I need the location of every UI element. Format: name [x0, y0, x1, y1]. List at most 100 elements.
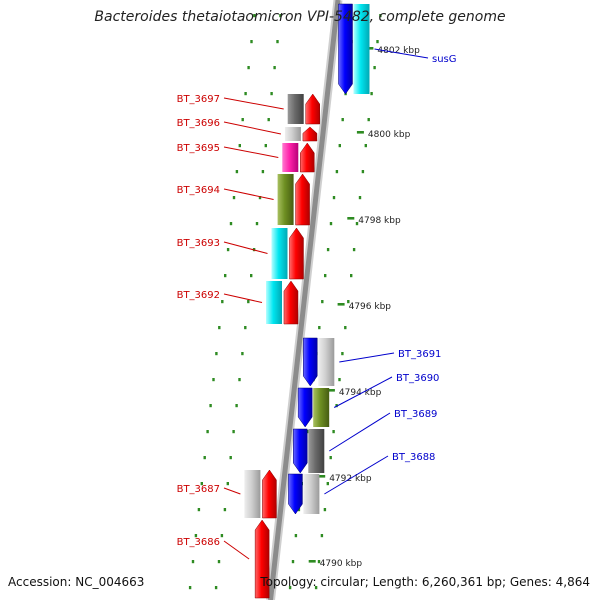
gene-label-plus[interactable]: BT_3689 [394, 409, 437, 420]
tick-mark [347, 300, 350, 304]
tick-mark [226, 248, 230, 252]
gene-arrow-plus[interactable] [338, 3, 353, 95]
tick-mark [258, 196, 262, 200]
scale-label: 4794 kbp [339, 388, 382, 398]
gene-arrow-minus[interactable] [254, 519, 270, 599]
scale-label: 4792 kbp [329, 474, 372, 484]
tick-mark [224, 274, 227, 278]
tick-mark [326, 248, 330, 252]
gene-arrows [254, 3, 353, 599]
tick-mark [253, 14, 256, 18]
cog-block [284, 127, 301, 141]
tick-mark [338, 144, 341, 148]
tick-mark [232, 196, 236, 200]
tick-mark [212, 378, 215, 382]
tick-mark [235, 170, 239, 174]
tick-mark [364, 144, 367, 148]
scale-tick [366, 47, 374, 50]
tick-mark [367, 118, 370, 122]
tick-mark [370, 92, 373, 96]
tick-mark [191, 560, 195, 564]
tick-mark [306, 430, 309, 434]
tick-mark [273, 66, 276, 70]
label-connector [223, 241, 268, 254]
cog-block [282, 143, 299, 172]
scale-tick [356, 131, 364, 134]
tick-mark [244, 92, 247, 96]
tick-mark [206, 430, 209, 434]
scale-label: 4790 kbp [320, 559, 363, 569]
gene-label-minus[interactable]: BT_3693 [177, 238, 220, 249]
label-connectors [223, 48, 429, 560]
gene-arrow-minus[interactable] [302, 126, 318, 142]
cog-block [271, 228, 288, 279]
tick-mark [321, 300, 324, 304]
tick-mark [318, 326, 321, 330]
gene-labels: BT_3697 BT_3696 BT_3695 BT_3694 BT_3693 BT_36… [177, 54, 457, 548]
gene-label-minus[interactable]: BT_3687 [177, 484, 220, 495]
tick-mark [244, 326, 247, 330]
genome-stats-text: Topology: circular; Length: 6,260,361 bp… [260, 575, 590, 589]
scale-label: 4800 kbp [368, 130, 411, 140]
gene-arrow-minus[interactable] [283, 280, 299, 325]
tick-mark [188, 586, 192, 590]
gene-label-minus[interactable]: BT_3696 [177, 118, 220, 129]
label-connector [223, 121, 282, 135]
tick-mark [255, 222, 259, 226]
gene-arrow-minus[interactable] [289, 227, 304, 280]
label-connector [333, 376, 393, 408]
tick-mark [373, 66, 376, 70]
tick-mark [332, 196, 336, 200]
tick-mark [238, 144, 241, 148]
gene-arrow-plus[interactable] [297, 387, 313, 428]
cog-block [303, 474, 320, 514]
gene-arrow-minus[interactable] [262, 469, 277, 519]
label-connector [324, 455, 389, 495]
gene-arrow-minus[interactable] [305, 93, 320, 125]
tick-mark [323, 508, 327, 512]
tick-mark [261, 170, 265, 174]
gene-label-minus[interactable]: BT_3695 [177, 143, 220, 154]
tick-mark [297, 508, 301, 512]
gene-label-minus[interactable]: BT_3697 [177, 94, 220, 105]
tick-mark [197, 508, 201, 512]
scale-tick [337, 303, 345, 306]
gene-label-plus[interactable]: BT_3690 [396, 373, 439, 384]
tick-mark [209, 404, 212, 408]
gene-label-plus[interactable]: susG [432, 54, 457, 65]
gene-label-minus[interactable]: BT_3686 [177, 537, 220, 548]
tick-mark [229, 456, 232, 460]
tick-mark [324, 274, 327, 278]
gene-label-minus[interactable]: BT_3692 [177, 290, 220, 301]
gene-arrow-minus[interactable] [300, 142, 315, 173]
tick-mark [203, 456, 206, 460]
cog-block [277, 174, 294, 225]
cog-block [287, 94, 304, 124]
scale-labels: 4802 kbp 4800 kbp 4798 kbp 4796 kbp 4794 kbp… [308, 46, 420, 569]
tick-mark [229, 222, 233, 226]
scale-tick [347, 217, 355, 220]
tick-mark [288, 586, 292, 590]
tick-mark [217, 560, 221, 564]
tick-mark [264, 144, 267, 148]
tick-mark [320, 534, 324, 538]
gene-label-minus[interactable]: BT_3694 [177, 185, 220, 196]
cog-block [313, 388, 330, 427]
gene-label-plus[interactable]: BT_3688 [392, 452, 435, 463]
gene-arrow-plus[interactable] [303, 337, 318, 387]
label-connector [223, 293, 263, 303]
label-connector [223, 97, 284, 110]
gene-arrow-minus[interactable] [295, 173, 310, 226]
scale-tick [308, 560, 316, 563]
tick-mark [329, 222, 333, 226]
gene-arrow-plus[interactable] [293, 428, 308, 474]
gene-label-plus[interactable]: BT_3691 [398, 349, 441, 360]
gene-arrow-plus[interactable] [288, 473, 303, 515]
cog-block [353, 4, 370, 94]
cog-blocks [244, 4, 370, 518]
tick-mark [250, 274, 253, 278]
tick-mark [291, 560, 295, 564]
tick-mark [226, 482, 229, 486]
